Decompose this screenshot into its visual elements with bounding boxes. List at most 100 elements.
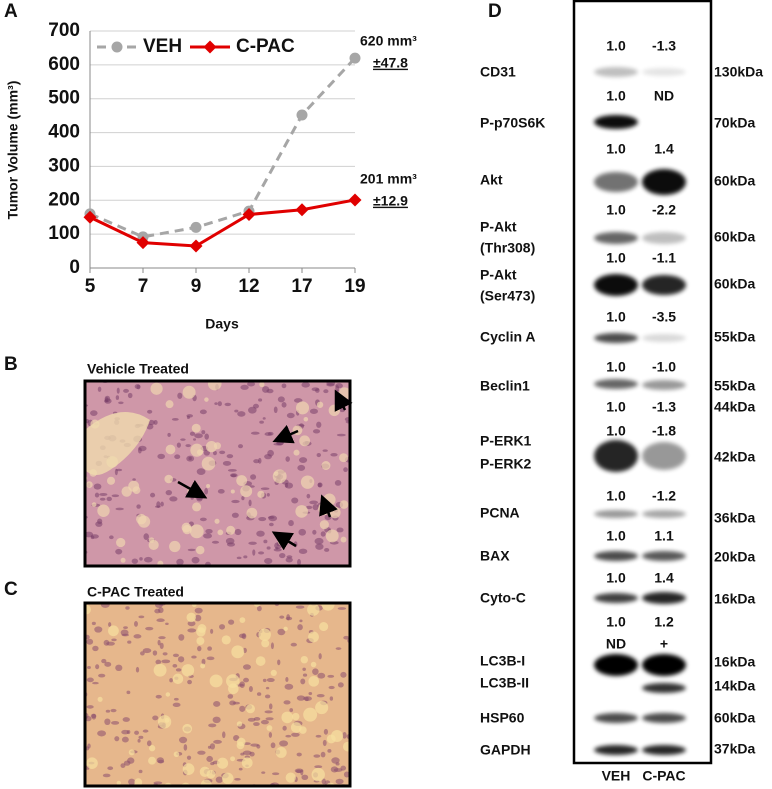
blot-frame <box>572 0 713 765</box>
nucleus <box>86 677 94 683</box>
cell <box>201 456 216 471</box>
cell <box>331 730 344 743</box>
x-tick-label: 19 <box>344 276 365 297</box>
nucleus <box>323 728 329 735</box>
nucleus <box>273 548 282 552</box>
data-point <box>242 208 256 222</box>
cell <box>108 625 119 637</box>
quantification: -1.1 <box>652 250 676 266</box>
band <box>642 275 686 295</box>
nucleus <box>267 431 274 436</box>
nucleus <box>178 736 188 744</box>
nucleus <box>297 558 301 566</box>
nucleus <box>211 540 220 544</box>
nucleus <box>212 716 221 724</box>
nucleus <box>189 431 196 436</box>
nucleus <box>343 771 350 778</box>
nucleus <box>320 531 326 537</box>
nucleus <box>123 388 129 393</box>
y-tick-label: 200 <box>48 189 80 210</box>
cell <box>149 745 156 752</box>
nucleus <box>336 527 344 533</box>
nucleus <box>328 685 335 690</box>
nucleus <box>261 771 266 774</box>
quantification: 1.0 <box>606 614 626 630</box>
nucleus <box>315 734 322 738</box>
nucleus <box>191 655 197 659</box>
cell <box>259 381 265 388</box>
nucleus <box>97 518 103 525</box>
nucleus <box>215 776 223 783</box>
nucleus <box>265 717 274 721</box>
nucleus <box>206 656 215 661</box>
nucleus <box>122 717 130 722</box>
cell <box>204 397 209 402</box>
nucleus <box>270 742 276 749</box>
nucleus <box>285 557 293 563</box>
nucleus <box>186 415 190 420</box>
data-point <box>349 52 361 64</box>
nucleus <box>258 551 265 555</box>
cell <box>121 486 132 497</box>
nucleus <box>99 492 108 496</box>
nucleus <box>175 668 182 672</box>
cell <box>307 603 320 616</box>
x-axis-label: Days <box>205 316 239 332</box>
panel-label: D <box>488 1 502 22</box>
nucleus <box>201 658 206 665</box>
nucleus <box>199 409 207 415</box>
nucleus <box>161 659 171 664</box>
nucleus <box>93 483 102 490</box>
nucleus <box>309 500 319 505</box>
nucleus <box>199 517 207 522</box>
nucleus <box>326 383 335 387</box>
molecular-weight: 37kDa <box>714 741 755 757</box>
nucleus <box>283 700 291 705</box>
nucleus <box>253 722 260 727</box>
nucleus <box>279 740 289 747</box>
quantification: -1.8 <box>652 423 676 439</box>
quantification: 1.0 <box>606 309 626 325</box>
nucleus <box>238 767 243 771</box>
quantification: 1.1 <box>654 528 674 544</box>
nucleus <box>225 537 235 545</box>
cell <box>86 481 93 488</box>
band <box>594 510 638 518</box>
nucleus <box>123 760 131 766</box>
nucleus <box>313 754 321 758</box>
nucleus <box>279 615 285 619</box>
image-frame <box>83 601 352 788</box>
nucleus <box>260 487 270 491</box>
cell <box>157 715 172 729</box>
nucleus <box>317 482 322 488</box>
nucleus <box>314 537 324 545</box>
nucleus <box>316 421 322 428</box>
protein-name: P-Akt <box>480 267 517 283</box>
nucleus <box>259 420 264 424</box>
cell <box>310 661 317 668</box>
nucleus <box>343 467 348 473</box>
nucleus <box>169 678 173 683</box>
cell <box>132 486 141 494</box>
nucleus <box>94 492 100 498</box>
nucleus <box>173 697 179 701</box>
nucleus <box>315 543 324 550</box>
nucleus <box>138 735 144 739</box>
cell <box>192 502 202 512</box>
nucleus <box>323 389 329 394</box>
nucleus <box>197 750 206 755</box>
nucleus <box>138 615 145 619</box>
cell <box>316 401 324 408</box>
quantification: + <box>660 636 668 652</box>
nucleus <box>229 700 236 706</box>
cell <box>246 507 258 519</box>
nucleus <box>111 721 120 725</box>
molecular-weight: 16kDa <box>714 654 755 670</box>
nucleus <box>186 455 195 462</box>
nucleus <box>334 479 342 486</box>
band <box>594 440 638 472</box>
nucleus <box>258 516 267 522</box>
cell <box>340 536 347 543</box>
nucleus <box>327 749 332 753</box>
nucleus <box>314 765 323 769</box>
